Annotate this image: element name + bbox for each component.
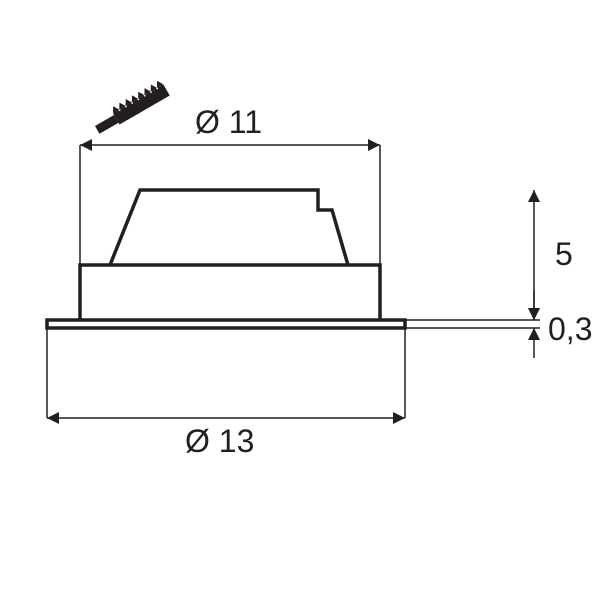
top-section-outline (110, 190, 348, 265)
hole-saw-icon (91, 79, 170, 135)
flange-outline (47, 320, 405, 328)
arrow-head (368, 139, 380, 151)
arrow-head (528, 328, 540, 340)
base-outline (80, 265, 380, 320)
dim-11-label: Ø 11 (195, 104, 262, 140)
arrow-head (80, 139, 92, 151)
arrow-head (528, 190, 540, 202)
arrow-head (528, 308, 540, 320)
arrow-head (47, 412, 59, 424)
dim-13-label: Ø 13 (185, 423, 254, 459)
arrow-head (393, 412, 405, 424)
dim-5-label: 5 (555, 236, 573, 272)
technical-drawing: Ø 11 Ø 13 5 0,3 (0, 0, 600, 600)
dim-03-label: 0,3 (548, 311, 592, 347)
